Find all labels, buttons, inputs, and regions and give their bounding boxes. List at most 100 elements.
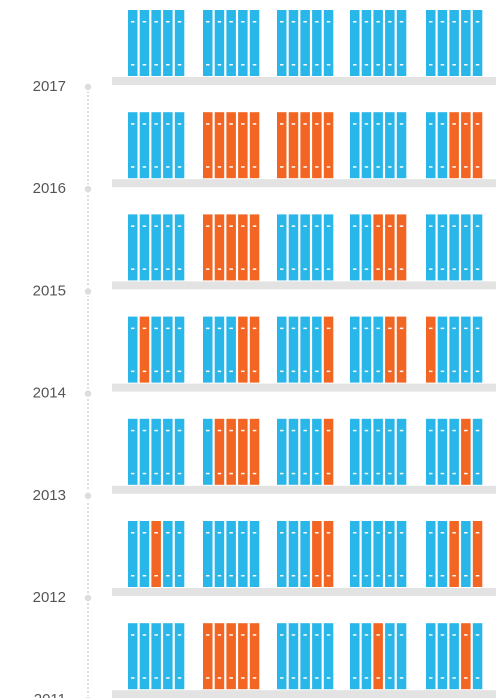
book bbox=[361, 10, 372, 76]
book bbox=[373, 214, 383, 281]
book bbox=[238, 521, 248, 587]
book-mark bbox=[229, 429, 233, 432]
book bbox=[288, 623, 299, 690]
book-mark bbox=[429, 268, 433, 270]
book bbox=[461, 112, 471, 179]
book bbox=[323, 112, 334, 179]
book bbox=[139, 418, 150, 485]
book-mark bbox=[206, 327, 210, 330]
book bbox=[163, 418, 173, 485]
book-mark bbox=[452, 21, 456, 23]
book-mark bbox=[206, 677, 210, 679]
book-mark bbox=[440, 677, 445, 679]
shelf bbox=[112, 485, 496, 494]
book-mark bbox=[131, 327, 135, 330]
book bbox=[449, 316, 459, 383]
book-mark bbox=[166, 634, 170, 636]
book-mark bbox=[142, 123, 147, 125]
book-mark bbox=[475, 677, 480, 679]
book bbox=[288, 112, 299, 179]
book-mark bbox=[131, 677, 135, 679]
book bbox=[174, 623, 185, 690]
book-mark bbox=[475, 327, 480, 330]
book-mark bbox=[177, 472, 182, 475]
book-mark bbox=[166, 327, 170, 330]
book-mark bbox=[353, 677, 357, 679]
book bbox=[238, 316, 248, 383]
book-mark bbox=[217, 429, 222, 432]
book bbox=[249, 623, 260, 690]
book-mark bbox=[217, 575, 222, 577]
book bbox=[128, 316, 138, 383]
book bbox=[174, 521, 185, 587]
book bbox=[461, 521, 471, 587]
book bbox=[312, 10, 322, 76]
book-mark bbox=[353, 268, 357, 270]
book-mark bbox=[206, 123, 210, 125]
book-mark bbox=[241, 123, 245, 125]
book-mark bbox=[229, 166, 233, 168]
book-mark bbox=[364, 532, 369, 534]
book-mark bbox=[440, 634, 445, 636]
book-mark bbox=[229, 575, 233, 577]
book-mark bbox=[303, 472, 307, 475]
book-mark bbox=[315, 677, 319, 679]
book-mark bbox=[241, 327, 245, 330]
book-mark bbox=[291, 268, 296, 270]
book-mark bbox=[440, 327, 445, 330]
book-mark bbox=[353, 225, 357, 227]
book bbox=[214, 521, 225, 587]
book-mark bbox=[440, 532, 445, 534]
book-mark bbox=[291, 575, 296, 577]
book-mark bbox=[464, 532, 468, 534]
book bbox=[300, 214, 310, 281]
book-mark bbox=[241, 21, 245, 23]
book bbox=[312, 214, 322, 281]
book bbox=[174, 316, 185, 383]
book-mark bbox=[353, 166, 357, 168]
book-mark bbox=[475, 166, 480, 168]
book bbox=[203, 112, 213, 179]
book bbox=[396, 418, 407, 485]
book bbox=[151, 418, 161, 485]
book-mark bbox=[429, 429, 433, 432]
book-mark bbox=[303, 166, 307, 168]
book bbox=[163, 10, 173, 76]
book-mark bbox=[429, 370, 433, 373]
book-mark bbox=[252, 225, 257, 227]
book-mark bbox=[217, 472, 222, 475]
book-mark bbox=[388, 225, 392, 227]
book-mark bbox=[241, 634, 245, 636]
book-mark bbox=[475, 225, 480, 227]
year-label: 2014 bbox=[33, 385, 66, 402]
book-mark bbox=[326, 268, 331, 270]
book-mark bbox=[206, 225, 210, 227]
book-mark bbox=[440, 64, 445, 66]
book bbox=[396, 112, 407, 179]
book-mark bbox=[154, 268, 158, 270]
book-mark bbox=[177, 429, 182, 432]
book-mark bbox=[177, 677, 182, 679]
book-mark bbox=[315, 268, 319, 270]
book-mark bbox=[280, 634, 284, 636]
book-mark bbox=[353, 370, 357, 373]
book bbox=[449, 418, 459, 485]
book-mark bbox=[206, 166, 210, 168]
book bbox=[214, 10, 225, 76]
book-mark bbox=[326, 634, 331, 636]
year-label: 2012 bbox=[33, 589, 66, 606]
book-mark bbox=[217, 123, 222, 125]
book-mark bbox=[475, 575, 480, 577]
book-mark bbox=[315, 472, 319, 475]
book-mark bbox=[166, 677, 170, 679]
book-mark bbox=[440, 166, 445, 168]
book-mark bbox=[388, 634, 392, 636]
book bbox=[226, 418, 236, 485]
book-mark bbox=[364, 370, 369, 373]
book-mark bbox=[177, 327, 182, 330]
book-mark bbox=[475, 532, 480, 534]
book bbox=[373, 623, 383, 690]
book bbox=[277, 10, 287, 76]
book-mark bbox=[399, 166, 404, 168]
book-mark bbox=[464, 429, 468, 432]
